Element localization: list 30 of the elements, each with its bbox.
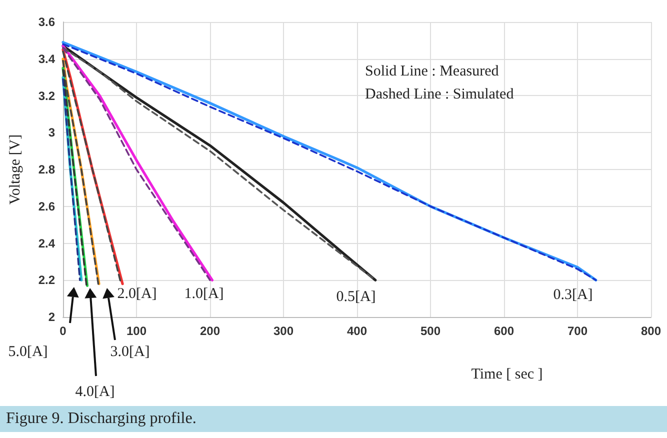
y-tick-label: 3.4 — [38, 52, 56, 66]
y-tick-label: 2.8 — [38, 162, 56, 176]
y-tick-label: 2.6 — [38, 199, 56, 214]
y-axis-title: Voltage [V] — [8, 134, 24, 205]
y-tick-label: 3 — [48, 126, 56, 140]
x-tick-label: 500 — [420, 324, 441, 338]
x-tick-label: 300 — [273, 324, 294, 338]
text: 3.0[A] — [110, 344, 150, 360]
annotation: Solid Line : Measured — [365, 64, 500, 80]
annotation: Dashed Line : Simulated — [365, 86, 514, 102]
annotation: 0.5[A] — [336, 289, 376, 305]
annotation: 2.0[A] — [117, 286, 157, 302]
x-tick-label: 0 — [60, 324, 67, 338]
y-tick-label: 2 — [48, 310, 56, 324]
y-tick-label: 2.2 — [38, 273, 56, 288]
x-tick-label: 700 — [567, 324, 588, 338]
x-tick-label: 400 — [346, 324, 368, 338]
x-tick-label: 200 — [200, 324, 220, 338]
annotation: 0.3[A] — [553, 287, 593, 303]
x-tick-label: 800 — [640, 324, 662, 338]
text: 5.0[A] — [8, 344, 48, 360]
x-axis-title: Time [ sec ] — [471, 366, 543, 382]
y-tick-label: 3.6 — [38, 15, 56, 29]
annotation: 1.0[A] — [184, 286, 224, 302]
y-tick-label: 3.2 — [38, 88, 56, 103]
text: 4.0[A] — [75, 384, 115, 400]
text: Figure 9. Discharging profile. — [0, 406, 667, 432]
y-tick-label: 2.4 — [38, 236, 56, 250]
x-tick-label: 600 — [494, 324, 514, 338]
x-tick-label: 100 — [126, 324, 147, 338]
